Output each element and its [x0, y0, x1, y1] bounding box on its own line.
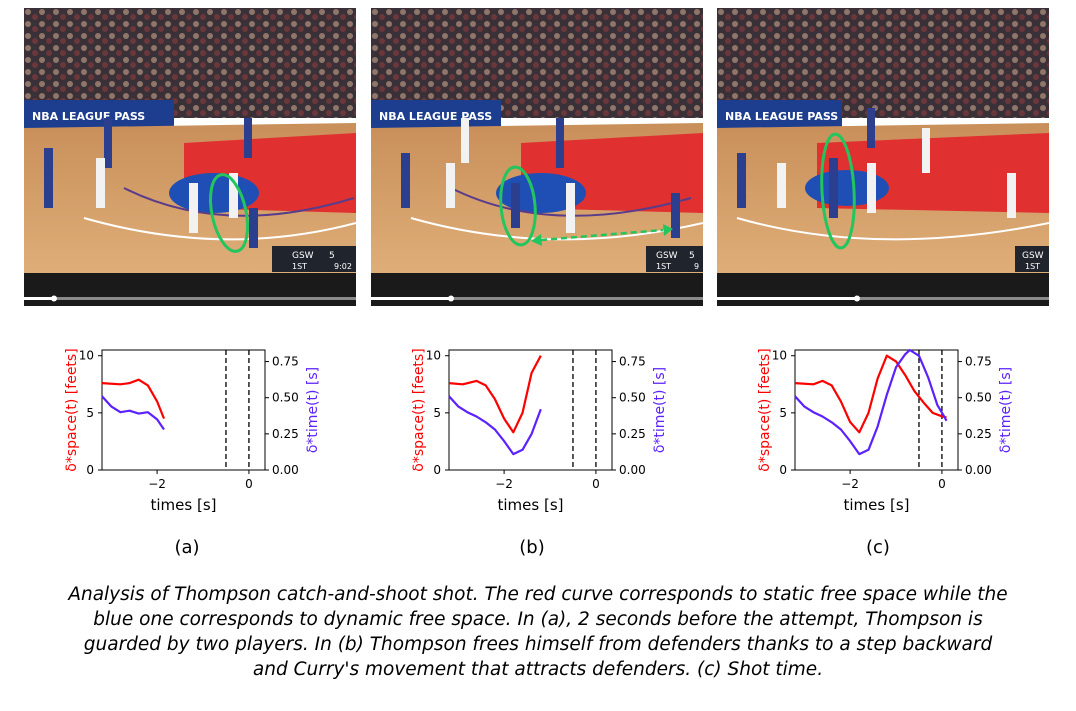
time-series-line — [448, 395, 542, 456]
y-axis-label-left: δ*space(t) [feets] — [757, 348, 773, 471]
plot-frame — [448, 349, 613, 471]
x-tick-label: −2 — [495, 477, 513, 491]
right-tick-label: 0.50 — [965, 391, 992, 405]
x-tick-label: 0 — [592, 477, 600, 491]
plot-c-svg: 10 5 0 0.75 0.50 0.25 0.00 −2 0 times [s] δ*space(… — [757, 348, 1014, 514]
video-progress-fill — [717, 297, 857, 300]
x-axis-label: times [s] — [151, 496, 217, 514]
x-tick-label: −2 — [148, 477, 166, 491]
court-image-c: NBA LEAGUE PASS GSW 1ST — [717, 8, 1049, 306]
plot-frame — [101, 349, 266, 471]
caption-line: guarded by two players. In (b) Thompson … — [83, 634, 993, 655]
x-axis-label: times [s] — [844, 496, 910, 514]
league-pass-banner — [717, 100, 842, 130]
banner-text: NBA LEAGUE PASS — [725, 110, 838, 123]
banner-text: NBA LEAGUE PASS — [379, 110, 492, 123]
right-tick-label: 0.00 — [272, 463, 299, 477]
right-tick-label: 0.25 — [619, 427, 646, 441]
highlight-ellipse — [499, 165, 537, 247]
video-progress-track[interactable] — [24, 297, 356, 300]
panel-label-a: (a) — [174, 537, 200, 558]
scorebug-clock: 9 — [694, 262, 699, 271]
left-tick-label: 5 — [86, 406, 94, 420]
y-axis-label-right: δ*time(t) [s] — [998, 367, 1014, 453]
y-axis-label-left: δ*space(t) [feets] — [64, 348, 80, 471]
movement-arrow — [540, 228, 664, 242]
time-series-line — [794, 348, 948, 456]
space-series-line — [794, 354, 947, 434]
league-pass-banner — [371, 100, 501, 130]
x-tick-label: 0 — [245, 477, 253, 491]
right-tick-label: 0.00 — [619, 463, 646, 477]
caption-line: and Curry's movement that attracts defen… — [252, 659, 824, 680]
video-progress-fill — [371, 297, 451, 300]
video-frame-a: NBA LEAGUE PASS GSW 5 1ST 9:02 — [24, 8, 356, 306]
left-tick-label: 0 — [433, 463, 441, 477]
x-tick-label: 0 — [938, 477, 946, 491]
video-progress-handle[interactable] — [51, 295, 57, 302]
right-tick-label: 0.50 — [619, 391, 646, 405]
left-tick-label: 10 — [426, 349, 441, 363]
time-series-line — [101, 395, 165, 431]
scorebug-period: 1ST — [1025, 262, 1040, 271]
left-tick-label: 10 — [79, 349, 94, 363]
right-tick-label: 0.25 — [965, 427, 992, 441]
right-tick-label: 0.75 — [965, 355, 992, 369]
panel-label-b: (b) — [519, 537, 545, 558]
left-tick-label: 0 — [779, 463, 787, 477]
caption-line: blue one corresponds to dynamic free spa… — [93, 609, 983, 630]
y-axis-label-right: δ*time(t) [s] — [305, 367, 321, 453]
scorebug-period: 1ST — [292, 262, 307, 271]
plot-b: 10 5 0 0.75 0.50 0.25 0.00 −2 0 times [s] δ*space(… — [407, 335, 707, 525]
figure-caption: Analysis of Thompson catch-and-shoot sho… — [10, 582, 1066, 682]
right-tick-label: 0.25 — [272, 427, 299, 441]
scorebug: GSW 5 1ST 9:02 — [272, 246, 356, 272]
video-frame-c: NBA LEAGUE PASS GSW 1ST — [717, 8, 1049, 306]
right-tick-label: 0.75 — [272, 355, 299, 369]
court-image-b: NBA LEAGUE PASS GSW 5 1ST 9 — [371, 8, 703, 306]
scorebug: GSW 1ST — [1015, 246, 1049, 272]
video-progress-handle[interactable] — [854, 295, 860, 302]
scorebug-team: GSW — [292, 251, 314, 261]
league-pass-banner — [24, 100, 174, 130]
video-progress-track[interactable] — [717, 297, 1049, 300]
space-series-line — [101, 378, 166, 420]
plot-frame — [794, 349, 959, 471]
scorebug: GSW 5 1ST 9 — [646, 246, 703, 272]
plot-a-svg: 10 5 0 0.75 0.50 0.25 0.00 −2 0 times [s] δ*space(… — [64, 348, 321, 514]
court-image-a: NBA LEAGUE PASS GSW 5 1ST 9:02 — [24, 8, 356, 306]
right-tick-label: 0.75 — [619, 355, 646, 369]
space-series-line — [448, 355, 542, 434]
plot-a: 10 5 0 0.75 0.50 0.25 0.00 −2 0 times [s] δ*space(… — [60, 335, 360, 525]
right-tick-label: 0.50 — [272, 391, 299, 405]
scorebug-team: GSW — [1022, 251, 1044, 261]
scorebug-score: 5 — [689, 251, 695, 261]
left-tick-label: 0 — [86, 463, 94, 477]
banner-text: NBA LEAGUE PASS — [32, 110, 145, 123]
panel-label-c: (c) — [866, 537, 890, 558]
video-frame-b: NBA LEAGUE PASS GSW 5 1ST 9 — [371, 8, 703, 306]
scorebug-clock: 9:02 — [334, 262, 352, 271]
plot-b-svg: 10 5 0 0.75 0.50 0.25 0.00 −2 0 times [s] δ*space(… — [411, 348, 668, 514]
y-axis-label-left: δ*space(t) [feets] — [411, 348, 427, 471]
scorebug-period: 1ST — [656, 262, 671, 271]
scorebug-team: GSW — [656, 251, 678, 261]
caption-line: Analysis of Thompson catch-and-shoot sho… — [68, 584, 1008, 605]
video-progress-fill — [24, 297, 54, 300]
left-tick-label: 5 — [433, 406, 441, 420]
plot-c: 10 5 0 0.75 0.50 0.25 0.00 −2 0 times [s] δ*space(… — [753, 335, 1053, 525]
highlight-ellipse — [820, 132, 856, 250]
video-progress-handle[interactable] — [448, 295, 454, 302]
left-tick-label: 10 — [772, 349, 787, 363]
x-tick-label: −2 — [841, 477, 859, 491]
right-tick-label: 0.00 — [965, 463, 992, 477]
y-axis-label-right: δ*time(t) [s] — [652, 367, 668, 453]
highlight-ellipse — [208, 173, 250, 253]
scorebug-score: 5 — [329, 251, 335, 261]
left-tick-label: 5 — [779, 406, 787, 420]
video-progress-track[interactable] — [371, 297, 703, 300]
x-axis-label: times [s] — [498, 496, 564, 514]
